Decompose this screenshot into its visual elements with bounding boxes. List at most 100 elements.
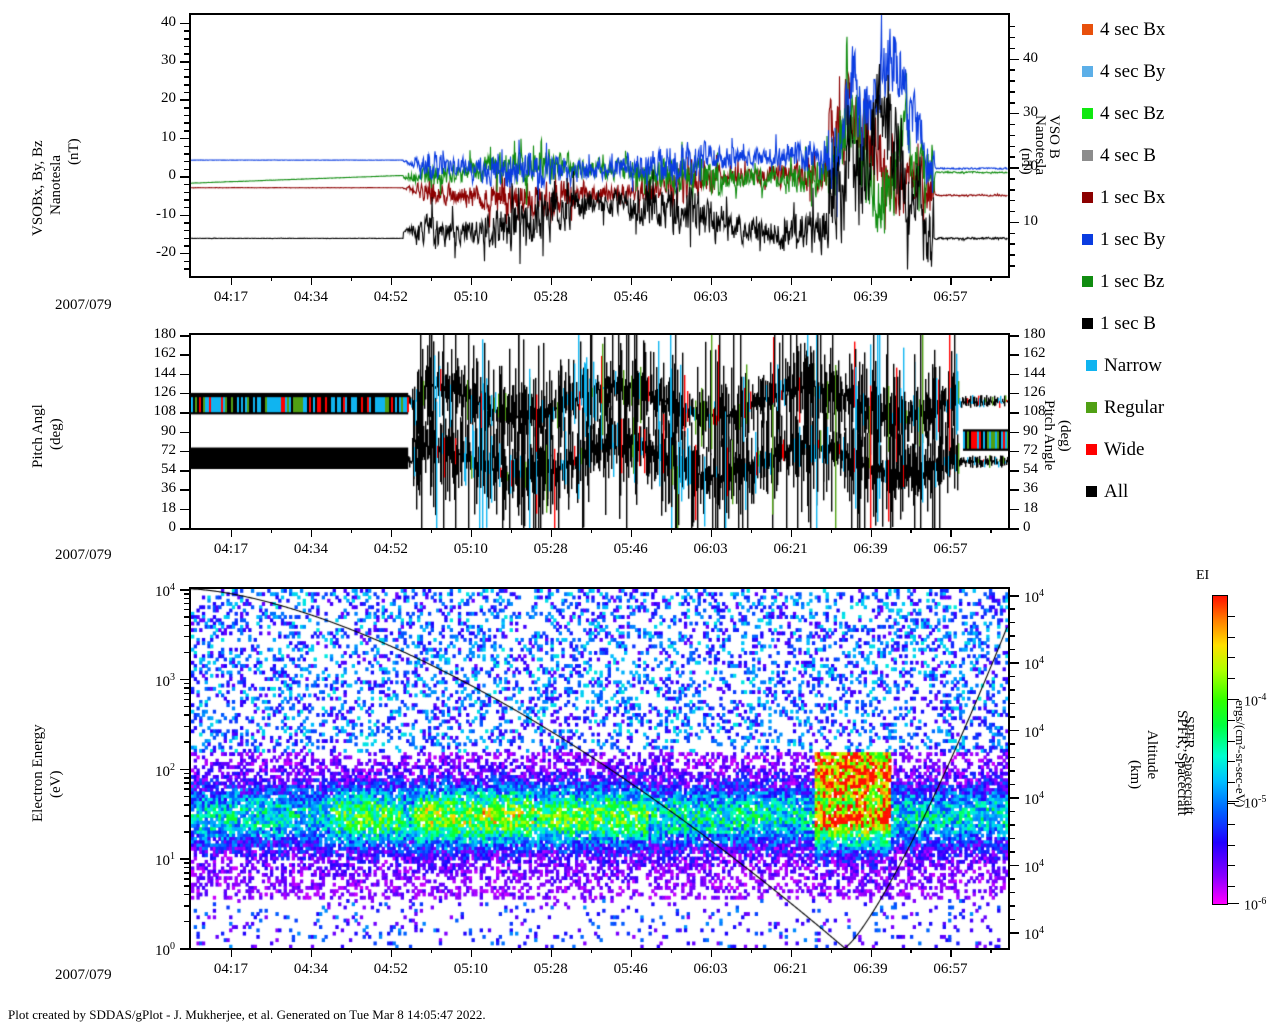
panel3-xtick-minor	[510, 948, 513, 953]
panel2-xtick-minor	[350, 528, 353, 533]
legend-item-narrow[interactable]: Narrow	[1082, 344, 1272, 386]
panel2-xticklabel: 04:17	[213, 541, 249, 557]
panel2-xtick-minor	[750, 528, 753, 533]
legend-item-1-sec-bx[interactable]: 1 sec Bx	[1082, 176, 1272, 218]
panel3-ytick-left-minor	[184, 893, 190, 896]
legend-item-4-sec-by[interactable]: 4 sec By	[1082, 50, 1272, 92]
panel1-ytick-left-minor	[184, 268, 190, 270]
panel2-yticklabel-right: 180	[1023, 326, 1046, 342]
legend-item-all[interactable]: All	[1082, 470, 1272, 512]
panel1-xtick-minor	[430, 276, 433, 281]
panel1-ytick-left-minor	[184, 137, 190, 140]
legend-item-1-sec-bz[interactable]: 1 sec Bz	[1082, 260, 1272, 302]
panel1-xtick-major	[870, 276, 872, 285]
panel3-ytick-right-minor	[1009, 878, 1015, 880]
panel3-ylabel-left-line2: (eV)	[48, 770, 64, 798]
panel2-yticklabel-right: 36	[1023, 480, 1038, 497]
panel3-xtick-major	[310, 948, 313, 957]
panel1-xtick-major	[310, 276, 313, 285]
panel1-yticklabel-left: 0	[168, 167, 177, 184]
panel1-xticklabel: 06:39	[853, 289, 888, 305]
panel3-xticklabel: 05:10	[453, 961, 488, 977]
panel3-yticklabel-left: 100	[155, 941, 175, 959]
panel3-ytick-right-minor	[1009, 918, 1015, 921]
panel1-yticklabel-left: 30	[161, 52, 176, 69]
colorbar-ticklabel: 10-6	[1244, 896, 1267, 915]
panel3-xticklabel: 05:46	[613, 961, 648, 977]
panel3-ylabel-left-line1: Electron Energy	[30, 724, 46, 822]
panel3-ytick-left-minor	[184, 777, 190, 779]
panel1-ytick-left-minor	[184, 84, 190, 86]
panel3-xticklabel: 04:52	[373, 961, 408, 977]
panel3-ytick-left-minor	[184, 698, 190, 701]
panel1-ytick-left-minor	[184, 183, 190, 186]
panel1-ylabel-left-line2: Nanotesla	[48, 155, 64, 215]
panel1-ytick-right-minor	[1009, 210, 1015, 213]
legend-swatch-icon	[1082, 191, 1093, 203]
panel2-ytick-left	[180, 431, 190, 433]
panel2-xticklabel: 04:34	[293, 541, 328, 557]
legend-label: 4 sec Bz	[1100, 102, 1165, 124]
panel1-ytick-right-minor	[1009, 232, 1015, 234]
panel3-ytick-left	[180, 858, 190, 860]
panel3-ytick-left	[180, 768, 190, 770]
panel1-xtick-minor	[670, 276, 673, 281]
legend-label: 4 sec By	[1100, 60, 1166, 82]
panel3-ytick-left-minor	[184, 872, 190, 874]
legend-item-regular[interactable]: Regular	[1082, 386, 1272, 428]
panel3-xticklabel: 06:21	[773, 961, 808, 977]
panel1-ytick-left-minor	[184, 237, 190, 240]
panel3-ytick-left-minor	[184, 866, 190, 869]
panel2-yticklabel-left: 90	[161, 422, 176, 439]
panel2-yticklabel-right: 72	[1023, 441, 1038, 458]
panel1-ytick-right-minor	[1009, 91, 1015, 93]
panel2-ytick-left	[180, 412, 190, 414]
legend-item-wide[interactable]: Wide	[1082, 428, 1272, 470]
panel2-xtick-minor	[270, 528, 273, 533]
legend-item-1-sec-b[interactable]: 1 sec B	[1082, 302, 1272, 344]
panel1-data-canvas	[191, 15, 1008, 276]
panel1-ytick-right-minor	[1009, 189, 1015, 191]
panel2-ytick-right	[1009, 431, 1019, 433]
panel1-ytick-left-minor	[184, 199, 190, 201]
panel3-xtick-minor	[590, 948, 593, 953]
colorbar-tick-minor	[1228, 844, 1235, 846]
panel1-ytick-left-minor	[184, 114, 190, 117]
panel1-xticklabel: 06:57	[933, 289, 968, 305]
panel3-xticklabel: 06:03	[693, 961, 728, 977]
panel1-ytick-left-minor	[184, 68, 190, 71]
panel1-xticklabel: 06:21	[773, 289, 808, 305]
legend-item-4-sec-bz[interactable]: 4 sec Bz	[1082, 92, 1272, 134]
panel1-ytick-left-minor	[184, 168, 190, 171]
panel2-yticklabel-left: 72	[161, 441, 176, 458]
panel2-xtick-major	[950, 528, 952, 537]
panel2-xticklabel: 04:52	[373, 541, 408, 557]
legend-item-4-sec-bx[interactable]: 4 sec Bx	[1082, 8, 1272, 50]
panel1-ytick-right-minor	[1009, 254, 1015, 256]
panel3-ytick-right-minor	[1009, 635, 1015, 637]
legend-label: 1 sec By	[1100, 228, 1166, 250]
panel2-yticklabel-right: 90	[1023, 422, 1038, 439]
panel2-ytick-left	[180, 373, 190, 376]
panel2-yticklabel-right: 126	[1023, 383, 1046, 400]
panel3-yticklabel-left: 101	[155, 851, 175, 870]
colorbar-tick-minor	[1228, 823, 1235, 825]
panel1-xtick-minor	[910, 276, 912, 281]
panel3-xtick-major	[390, 948, 393, 957]
colorbar-tick-minor	[1228, 678, 1235, 680]
legend-item-1-sec-by[interactable]: 1 sec By	[1082, 218, 1272, 260]
panel2-yticklabel-right: 0	[1023, 519, 1031, 535]
panel1-xticklabel: 05:10	[453, 289, 488, 305]
panel2-ytick-right	[1009, 508, 1019, 511]
panel3-yticklabel-left: 102	[155, 761, 175, 780]
panel3-xtick-minor	[990, 948, 992, 953]
panel3-xtick-minor	[430, 948, 433, 953]
legend-item-4-sec-b[interactable]: 4 sec B	[1082, 134, 1272, 176]
legend-label: 4 sec Bx	[1100, 18, 1166, 40]
panel1-yticklabel-left: -10	[156, 205, 176, 222]
panel2-ylabel-right-line2: (deg)	[1057, 420, 1073, 452]
panel3-xticklabel: 04:34	[293, 961, 328, 977]
panel3-ytick-right-minor	[1009, 756, 1015, 759]
legend-label: All	[1104, 480, 1129, 502]
